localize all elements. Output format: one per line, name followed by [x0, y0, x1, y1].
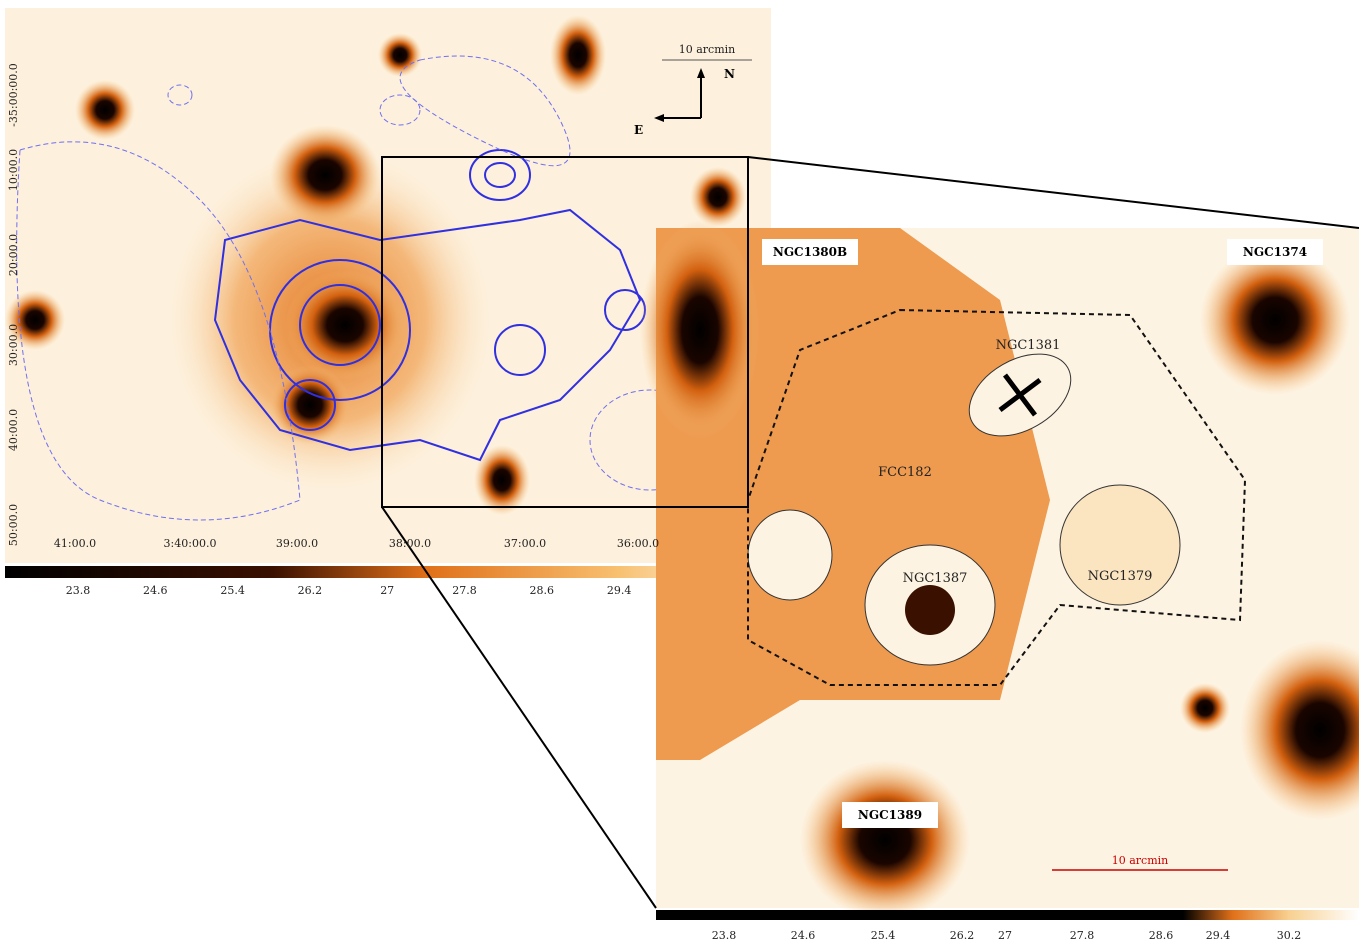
dec-label: 40:00.0 — [7, 409, 20, 451]
zoom-lines — [381, 156, 1359, 909]
ra-label: 36:00.0 — [617, 537, 659, 550]
label-box — [762, 239, 858, 265]
colorbar-tick-label: 24.6 — [143, 584, 168, 597]
label-box — [842, 802, 938, 828]
colorbar-tick-label: 24.6 — [791, 929, 816, 942]
ra-label: 37:00.0 — [504, 537, 546, 550]
label-box — [1227, 239, 1323, 265]
colorbar-tick-label: 27 — [380, 584, 394, 597]
colorbar-tick-label: 26.2 — [298, 584, 323, 597]
galaxy-label: NGC1387 — [903, 571, 968, 586]
galaxy-label: NGC1374 — [1243, 245, 1307, 259]
galaxy-label: NGC1380B — [773, 245, 847, 259]
dec-label: -35:00:00.0 — [7, 63, 20, 127]
left-scale: 10 arcmin N E — [634, 43, 752, 137]
galaxy-label: NGC1381 — [996, 338, 1061, 353]
galaxy-label: NGC1389 — [858, 808, 922, 822]
dec-label: 30:00.0 — [7, 324, 20, 366]
colorbar-tick-label: 27.8 — [1070, 929, 1095, 942]
dec-label: 10:00.0 — [7, 149, 20, 191]
dec-label: 20:00.0 — [7, 234, 20, 276]
colorbar-tick-label: 28.6 — [1149, 929, 1174, 942]
ra-label: 39:00.0 — [276, 537, 318, 550]
dec-label: 50:00.0 — [7, 504, 20, 546]
right-colorbar — [656, 910, 1359, 920]
colorbar-tick-label: 25.4 — [871, 929, 896, 942]
east-label: E — [634, 123, 643, 137]
colorbar-tick-label: 27.8 — [452, 584, 477, 597]
right-image — [640, 220, 1359, 920]
colorbar-tick-label: 23.8 — [66, 584, 91, 597]
labels: -35:00:00.0 10:00.0 20:00.0 30:00.0 40:00.0 5… — [7, 63, 1323, 942]
colorbar-tick-label: 28.6 — [530, 584, 555, 597]
colorbar-tick-label: 30.2 — [1277, 929, 1302, 942]
colorbar-tick-label: 29.4 — [1206, 929, 1231, 942]
colorbar-tick-label: 25.4 — [220, 584, 245, 597]
colorbar-tick-label: 26.2 — [950, 929, 975, 942]
ra-label: 41:00.0 — [54, 537, 96, 550]
colorbar-tick-label: 27 — [998, 929, 1012, 942]
scale-label: 10 arcmin — [679, 43, 736, 56]
left-colorbar — [5, 566, 771, 578]
left-image — [5, 8, 771, 563]
north-label: N — [724, 67, 735, 81]
colorbar-tick-label: 29.4 — [607, 584, 632, 597]
ra-label: 38:00.0 — [389, 537, 431, 550]
colorbar-tick-label: 23.8 — [712, 929, 737, 942]
scale-label: 10 arcmin — [1112, 854, 1169, 867]
galaxy-label: FCC182 — [878, 465, 932, 480]
galaxy-label: NGC1379 — [1088, 569, 1153, 584]
ra-label: 3:40:00.0 — [164, 537, 217, 550]
